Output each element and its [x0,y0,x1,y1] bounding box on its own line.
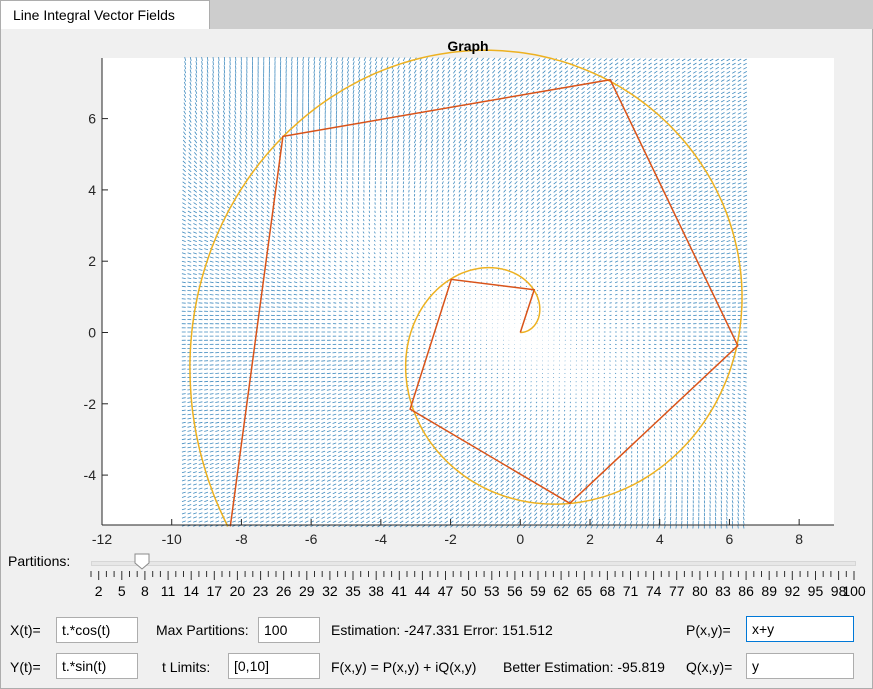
slider-tick-label: 89 [761,583,777,599]
t-limits-field[interactable] [228,653,320,679]
x-tick-label: -8 [235,531,248,547]
x-tick-label: -4 [375,531,388,547]
x-tick-label: -12 [92,531,112,547]
partitions-slider-thumb[interactable] [134,553,150,570]
x-tick-label: 0 [516,531,524,547]
estimation-text: Estimation: -247.331 Error: 151.512 [331,622,553,638]
axis-ticks: -12 -10 -8 -6 -4 -2 0 2 4 6 8 -4 -2 0 2 4 6 [84,111,804,547]
slider-tick-label: 50 [461,583,477,599]
max-partitions-field[interactable] [258,617,320,643]
slider-tick-label: 83 [715,583,731,599]
slider-tick-label: 56 [507,583,523,599]
slider-tick-label: 26 [276,583,292,599]
slider-tick-label: 41 [391,583,407,599]
y-tick-label: -4 [84,467,97,483]
formula-text: F(x,y) = P(x,y) + iQ(x,y) [331,659,477,675]
slider-tick-label: 38 [368,583,384,599]
x-t-label: X(t)= [10,622,41,638]
vector-field-arrows [181,56,748,529]
curves [189,49,743,527]
partitions-label: Partitions: [8,553,71,569]
slider-tick-label: 8 [141,583,149,599]
p-field[interactable] [746,616,854,642]
slider-tick-label: 100 [842,583,866,599]
slider-tick-label: 98 [831,583,847,599]
slider-tick-marks [90,571,855,580]
t-limits-label: t Limits: [162,659,211,675]
vector-field [181,56,748,529]
y-t-field[interactable] [56,653,138,679]
y-tick-label: -2 [84,396,97,412]
slider-tick-label: 20 [230,583,246,599]
x-tick-label: -10 [162,531,182,547]
x-tick-label: 6 [726,531,734,547]
x-tick-label: 4 [656,531,664,547]
slider-tick-label: 5 [118,583,126,599]
slider-tick-label: 59 [530,583,546,599]
slider-tick-label: 95 [808,583,824,599]
slider-tick-label: 23 [253,583,269,599]
slider-tick-label: 29 [299,583,315,599]
slider-tick-label: 80 [692,583,708,599]
slider-tick-label: 35 [345,583,361,599]
slider-tick-label: 32 [322,583,338,599]
slider-tick-label: 14 [183,583,199,599]
q-label: Q(x,y)= [686,659,733,675]
slider-tick-label: 71 [623,583,639,599]
q-field[interactable] [746,653,854,679]
tab-line-integral[interactable]: Line Integral Vector Fields [0,0,210,30]
x-tick-label: 2 [586,531,594,547]
x-tick-label: 8 [795,531,803,547]
y-tick-label: 2 [88,253,96,269]
x-tick-label: -2 [444,531,457,547]
slider-tick-label: 86 [738,583,754,599]
x-tick-label: -6 [305,531,318,547]
tab-strip: Line Integral Vector Fields [0,0,873,30]
slider-tick-label: 2 [95,583,103,599]
slider-ticks: 2 5 8 11 14 17 20 23 26 29 32 35 38 41 44 47 50 53 56 59 62 6… [90,571,866,599]
slider-tick-label: 92 [785,583,801,599]
slider-tick-label: 74 [646,583,662,599]
graph-title: Graph [447,38,488,54]
y-tick-label: 6 [88,111,96,127]
slider-tick-label: 11 [161,583,176,599]
slider-tick-label: 47 [438,583,454,599]
y-t-label: Y(t)= [10,659,41,675]
partition-polyline [229,78,739,527]
slider-tick-label: 62 [553,583,569,599]
partitions-slider-track[interactable] [91,561,856,566]
slider-tick-label: 68 [600,583,616,599]
slider-tick-label: 53 [484,583,500,599]
slider-tick-label: 17 [207,583,223,599]
y-tick-label: 0 [88,324,96,340]
slider-tick-label: 77 [669,583,685,599]
slider-tick-label: 65 [576,583,592,599]
better-estimation-text: Better Estimation: -95.819 [503,659,665,675]
x-t-field[interactable] [56,617,138,643]
max-partitions-label: Max Partitions: [156,622,249,638]
p-label: P(x,y)= [686,622,731,638]
y-tick-label: 4 [88,182,96,198]
slider-tick-label: 44 [415,583,431,599]
